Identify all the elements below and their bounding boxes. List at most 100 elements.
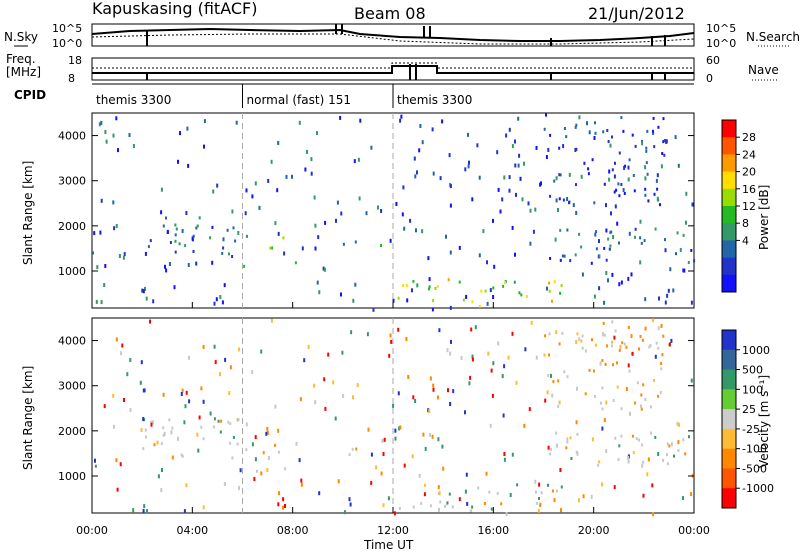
scatter-cell <box>202 399 205 404</box>
scatter-cell <box>519 176 522 181</box>
data-cell <box>640 443 643 447</box>
data-cell <box>645 161 648 165</box>
data-cell <box>516 483 519 487</box>
scatter-cell <box>644 176 647 181</box>
scatter-cell <box>324 220 327 225</box>
scatter-cell <box>482 229 485 234</box>
scatter-cell <box>120 351 123 356</box>
scatter-cell <box>277 141 280 145</box>
scatter-cell <box>468 381 471 386</box>
data-cell <box>595 230 598 234</box>
y-tick-label: 1000 <box>58 265 86 278</box>
scatter-cell <box>629 411 631 416</box>
scatter-cell <box>641 141 644 146</box>
scatter-cell <box>251 442 254 447</box>
scatter-cell <box>630 272 633 277</box>
data-cell <box>552 380 555 384</box>
data-cell <box>200 425 203 429</box>
data-cell <box>666 462 669 466</box>
scatter-cell <box>490 368 493 373</box>
scatter-cell <box>181 388 184 393</box>
scatter-cell <box>558 400 561 405</box>
scatter-cell <box>387 496 390 501</box>
x-tick-label: 16:00 <box>477 524 509 537</box>
data-cell <box>631 434 634 438</box>
data-cell <box>603 182 606 186</box>
scatter-cell <box>588 130 591 135</box>
data-cell <box>650 431 652 435</box>
scatter-cell <box>685 220 687 225</box>
scatter-cell <box>611 272 614 277</box>
scatter-cell <box>100 300 103 305</box>
scatter-cell <box>601 426 604 431</box>
scatter-cell <box>534 479 537 484</box>
scatter-cell <box>557 208 559 212</box>
scatter-cell <box>105 139 108 144</box>
data-cell <box>608 247 611 251</box>
data-cell <box>602 130 605 134</box>
scatter-cell <box>98 122 101 127</box>
data-cell <box>657 346 660 350</box>
data-cell <box>429 504 432 508</box>
colorbar-swatch <box>722 274 736 293</box>
scatter-cell <box>253 477 256 481</box>
scatter-cell <box>382 452 385 456</box>
colorbar-swatch <box>722 257 736 276</box>
data-cell <box>621 341 624 345</box>
colorbar-swatch <box>722 240 736 259</box>
scatter-cell <box>104 264 107 268</box>
data-cell <box>192 250 195 253</box>
data-cell <box>595 247 598 251</box>
data-cell <box>594 395 596 398</box>
data-cell <box>222 246 225 250</box>
scatter-cell <box>428 277 431 282</box>
scatter-cell <box>335 218 337 223</box>
scatter-cell <box>187 163 190 168</box>
scatter-cell <box>394 428 397 433</box>
scatter-cell <box>238 486 240 491</box>
scatter-cell <box>414 399 417 403</box>
scatter-cell <box>370 452 373 457</box>
scatter-cell <box>277 428 280 433</box>
scatter-cell <box>357 157 360 162</box>
data-cell <box>434 287 437 290</box>
scatter-cell <box>651 318 654 323</box>
colorbar-label: 28 <box>742 131 756 144</box>
scatter-cell <box>555 330 558 335</box>
data-cell <box>549 257 552 260</box>
scatter-cell <box>476 143 479 148</box>
scatter-cell <box>442 466 445 471</box>
data-cell <box>562 198 565 202</box>
scatter-cell <box>450 339 452 344</box>
scatter-cell <box>608 169 611 174</box>
data-cell <box>209 236 212 240</box>
scatter-cell <box>539 182 542 187</box>
scatter-cell <box>448 153 451 158</box>
scatter-cell <box>129 408 132 412</box>
scatter-cell <box>523 161 525 166</box>
scatter-cell <box>197 448 200 453</box>
scatter-cell <box>668 342 671 347</box>
scatter-cell <box>468 160 470 165</box>
scatter-cell <box>437 485 440 490</box>
scatter-cell <box>605 228 608 233</box>
scatter-cell <box>390 339 393 344</box>
scatter-cell <box>152 420 154 425</box>
colorbar-label: 16 <box>742 183 756 196</box>
scatter-cell <box>514 252 516 257</box>
scatter-cell <box>141 288 144 293</box>
cpid-segment-label: themis 3300 <box>96 93 171 107</box>
scatter-cell <box>625 387 628 391</box>
scatter-cell <box>388 353 391 358</box>
data-cell <box>607 237 610 241</box>
data-cell <box>611 320 614 324</box>
colorbar-swatch <box>722 448 736 469</box>
time-axis-label: Time UT <box>363 538 414 552</box>
data-cell <box>432 299 435 303</box>
scatter-cell <box>537 508 540 513</box>
scatter-cell <box>229 365 232 370</box>
scatter-cell <box>222 237 225 242</box>
scatter-cell <box>145 296 148 301</box>
scatter-cell <box>682 496 684 501</box>
data-cell <box>618 444 621 448</box>
